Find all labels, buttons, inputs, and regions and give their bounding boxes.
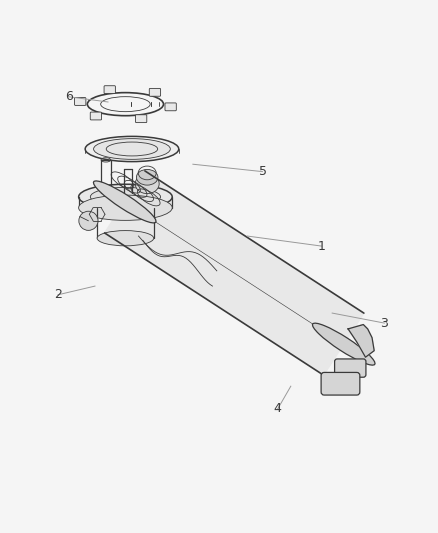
Ellipse shape — [85, 136, 179, 161]
Text: 2: 2 — [54, 288, 62, 301]
FancyBboxPatch shape — [165, 103, 177, 111]
FancyBboxPatch shape — [135, 115, 147, 123]
Ellipse shape — [312, 323, 375, 365]
Polygon shape — [105, 171, 364, 375]
Text: 4: 4 — [274, 402, 282, 415]
FancyBboxPatch shape — [74, 98, 86, 106]
Text: 3: 3 — [381, 317, 389, 329]
Ellipse shape — [93, 181, 156, 223]
Polygon shape — [348, 325, 374, 357]
Ellipse shape — [79, 195, 172, 220]
FancyBboxPatch shape — [90, 112, 102, 120]
FancyBboxPatch shape — [335, 359, 366, 377]
Ellipse shape — [136, 169, 158, 185]
FancyBboxPatch shape — [321, 373, 360, 395]
Text: 5: 5 — [258, 165, 266, 178]
Ellipse shape — [94, 139, 170, 159]
Ellipse shape — [79, 184, 172, 209]
Ellipse shape — [79, 211, 98, 230]
Ellipse shape — [135, 174, 159, 193]
Ellipse shape — [90, 188, 160, 206]
FancyBboxPatch shape — [104, 86, 115, 94]
Text: 1: 1 — [318, 239, 325, 253]
Ellipse shape — [97, 231, 154, 246]
Text: 6: 6 — [65, 90, 73, 103]
FancyBboxPatch shape — [149, 88, 161, 96]
